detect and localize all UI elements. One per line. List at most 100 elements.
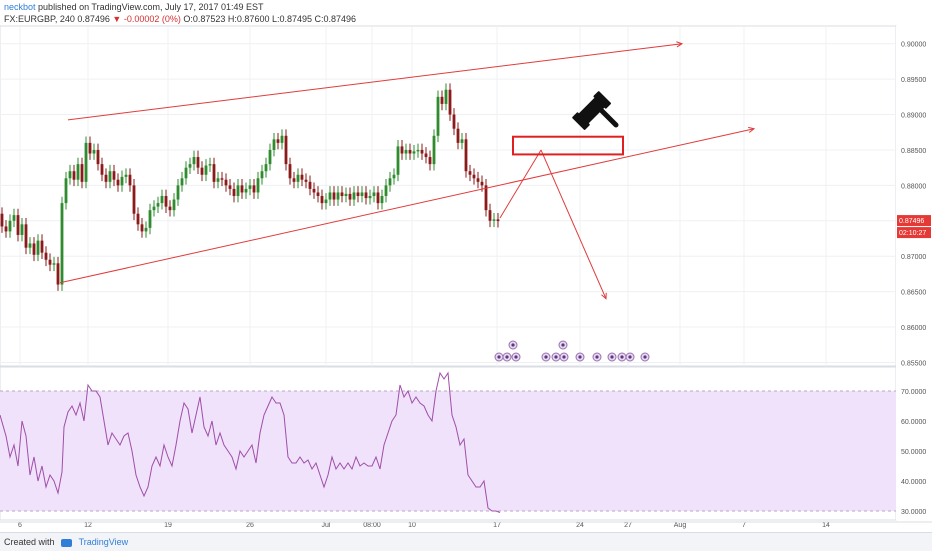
candle-body [228, 185, 232, 189]
candle-body [188, 164, 192, 168]
economic-event-dot [643, 355, 647, 359]
channel-lower-line[interactable] [59, 128, 755, 284]
time-axis[interactable]: 6 12 19 26 Jul 08:00 10 17 24 27 Aug 7 14 [0, 521, 932, 529]
resistance-box[interactable] [512, 135, 624, 156]
candle-body [452, 114, 456, 129]
rsi-axis[interactable]: 70.0000 60.0000 50.0000 40.0000 30.0000 [901, 389, 926, 516]
tradingview-brand-link[interactable]: TradingView [78, 537, 129, 547]
candle-body [276, 139, 280, 143]
forecast-up-line[interactable] [499, 149, 542, 219]
ohlc-values: O:0.87523 H:0.87600 L:0.87495 C:0.87496 [183, 14, 357, 24]
time-tick-label: 08:00 [363, 522, 381, 529]
economic-event-dot [578, 355, 582, 359]
candle-body [412, 151, 416, 154]
candle-body [216, 178, 220, 182]
candle-body [432, 135, 436, 165]
candle-body [4, 226, 8, 232]
chart-drawings[interactable] [59, 41, 756, 300]
candle-body [328, 192, 332, 200]
price-pane-bg [0, 25, 897, 367]
channel-upper-line[interactable] [67, 43, 683, 121]
candle-body [320, 196, 324, 204]
candle-body [264, 164, 268, 172]
candle-body [168, 206, 172, 211]
time-tick-label: 6 [18, 522, 22, 529]
time-tick-label: 12 [84, 522, 92, 529]
economic-event-dot [620, 355, 624, 359]
candle-body [60, 203, 64, 285]
candle-body [340, 192, 344, 196]
candle-body [172, 199, 176, 211]
candle-body [416, 149, 420, 152]
candle-body [356, 192, 360, 196]
candle-body [144, 227, 148, 232]
author-link[interactable]: neckbot [4, 2, 36, 12]
candle-body [400, 146, 404, 154]
candle-body [436, 96, 440, 136]
candle-body [180, 178, 184, 186]
candle-body [104, 174, 108, 182]
candle-body [8, 220, 12, 232]
rsi-line [0, 371, 501, 513]
candle-body [80, 164, 84, 182]
candle-body [324, 199, 328, 204]
candle-body [212, 164, 216, 182]
events-row[interactable] [494, 340, 650, 362]
candle-body [132, 185, 136, 214]
price-axis[interactable]: 0.900000.895000.890000.885000.880000.875… [896, 26, 932, 520]
tradingview-logo-icon[interactable] [61, 538, 73, 547]
candle-body [280, 135, 284, 143]
candle-body [48, 259, 52, 265]
candle-body [420, 149, 424, 154]
candle-body [444, 89, 448, 104]
candle-body [24, 224, 28, 248]
candle-body [124, 174, 128, 177]
rsi-tick-label: 50.0000 [901, 449, 926, 456]
candle-body [496, 219, 500, 222]
time-tick-label: Aug [674, 522, 687, 529]
candle-body [56, 263, 60, 285]
price-tick-label: 0.85500 [901, 360, 926, 367]
price-tick-label: 0.89500 [901, 77, 926, 84]
countdown-label: 02:10:27 [899, 230, 926, 237]
candle-body [112, 171, 116, 180]
forecast-down-line[interactable] [540, 149, 607, 299]
publish-info: published on TradingView.com, July 17, 2… [38, 2, 264, 12]
candle-body [100, 164, 104, 175]
candle-body [396, 146, 400, 175]
candle-body [152, 206, 156, 211]
candle-body [256, 178, 260, 193]
price-tick-label: 0.89000 [901, 113, 926, 120]
candle-body [224, 179, 228, 186]
price-tick-label: 0.90000 [901, 42, 926, 49]
time-tick-label: 27 [624, 522, 632, 529]
candle-body [376, 192, 380, 204]
price-tick-label: 0.86500 [901, 290, 926, 297]
last-price-label: 0.87496 [899, 218, 924, 225]
time-tick-label: 19 [164, 522, 172, 529]
candle-body [92, 149, 96, 154]
candle-body [200, 167, 204, 175]
candle-body [480, 181, 484, 186]
candle-body [28, 243, 32, 248]
candle-body [260, 171, 264, 179]
candle-body [160, 196, 164, 204]
candle-body [364, 192, 368, 199]
candle-body [408, 149, 412, 154]
symbol-label[interactable]: FX:EURGBP, 240 0.87496 [4, 14, 110, 24]
candle-body [380, 196, 384, 204]
candle-body [76, 164, 80, 180]
rsi-tick-label: 40.0000 [901, 479, 926, 486]
candle-body [208, 164, 212, 166]
candle-body [292, 178, 296, 182]
candle-body [460, 139, 464, 143]
candle-body [372, 192, 376, 196]
candle-body [440, 96, 444, 104]
candle-body [156, 203, 160, 207]
candle-body [456, 128, 460, 143]
price-change: ▼ -0.00002 (0%) [112, 14, 181, 24]
rsi-tick-label: 30.0000 [901, 509, 926, 516]
candle-body [284, 135, 288, 165]
time-tick-label: 7 [742, 522, 746, 529]
